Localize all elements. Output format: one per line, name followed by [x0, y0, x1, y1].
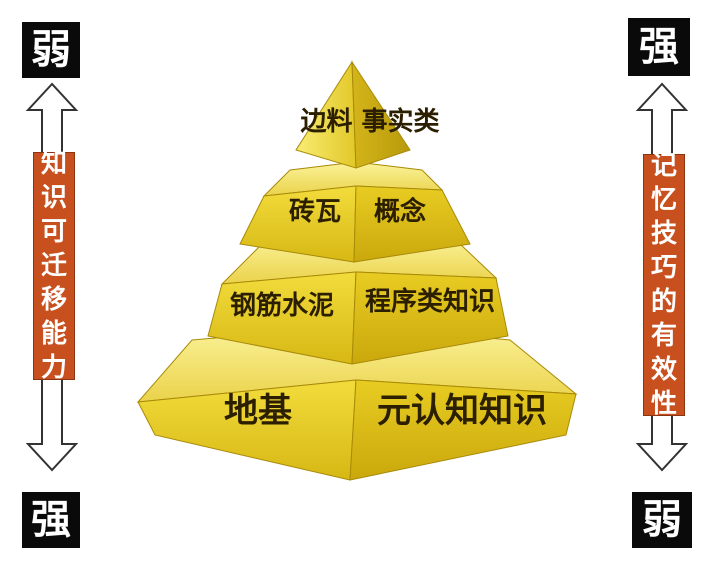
- right-caption: 记 忆 技 巧 的 有 效 性: [643, 151, 685, 419]
- pyramid-tier-2: [239, 161, 471, 263]
- left-caption-char: 迁: [40, 251, 67, 281]
- right-caption-char: 巧: [650, 253, 677, 283]
- left-caption-char: 力: [40, 353, 67, 383]
- right-caption-char: 忆: [650, 185, 677, 215]
- right-caption-char: 性: [650, 389, 677, 419]
- right-caption-char: 的: [650, 287, 677, 317]
- tier4-left-text: 地基: [224, 391, 292, 431]
- left-caption: 知 识 可 迁 移 能 力: [33, 149, 75, 383]
- right-caption-char: 记: [650, 151, 677, 181]
- pyramid-tier-4: [136, 325, 578, 481]
- right-top-label: 强: [639, 24, 679, 70]
- left-bottom-box: 强: [22, 492, 80, 548]
- tier3-left-text: 钢筋水泥: [230, 290, 334, 321]
- right-top-box: 强: [628, 18, 690, 76]
- left-caption-char: 知: [40, 149, 67, 179]
- right-caption-char: 有: [650, 321, 677, 351]
- right-caption-char: 效: [650, 355, 677, 385]
- tier1-text: 边料 事实类: [300, 106, 439, 137]
- left-caption-char: 可: [40, 217, 67, 247]
- tier2-left-text: 砖瓦: [289, 197, 341, 227]
- right-bottom-box: 弱: [632, 492, 692, 548]
- right-bottom-label: 弱: [642, 497, 682, 543]
- tier4-right-text: 元认知知识: [377, 391, 547, 431]
- left-top-label: 弱: [31, 27, 71, 73]
- left-caption-char: 识: [40, 183, 67, 213]
- left-bottom-label: 强: [31, 497, 71, 543]
- right-caption-char: 技: [650, 219, 677, 249]
- left-caption-char: 能: [40, 319, 67, 349]
- pyramid-tier-1: [295, 60, 411, 169]
- tier3-right-text: 程序类知识: [365, 286, 495, 317]
- tier2-right-text: 概念: [374, 196, 426, 227]
- left-top-box: 弱: [22, 22, 80, 78]
- left-caption-char: 移: [40, 285, 67, 315]
